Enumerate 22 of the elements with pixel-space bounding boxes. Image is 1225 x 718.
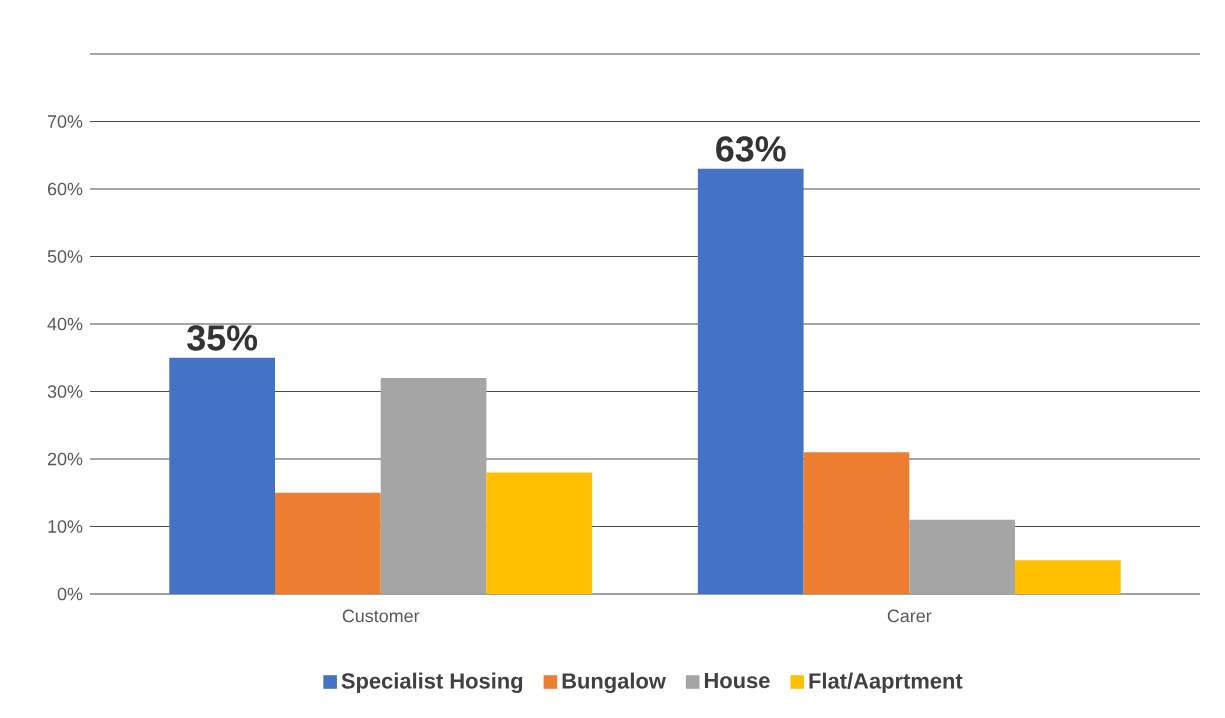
y-tick-label: 50%: [47, 250, 83, 263]
y-tick-label: 60%: [47, 182, 83, 196]
y-tick-label: 20%: [47, 452, 83, 466]
data-label: 63%: [716, 136, 786, 162]
y-tick-label: 0%: [57, 587, 83, 601]
y-tick-label: 40%: [47, 317, 83, 331]
y-tick-label: 70%: [47, 115, 83, 128]
bar: [1015, 560, 1121, 594]
legend-label: Flat/Aaprtment: [809, 672, 963, 693]
y-tick-label: 30%: [47, 385, 83, 398]
x-tick-label: Customer: [342, 609, 420, 623]
legend-label: House: [704, 672, 770, 689]
bar: [803, 452, 910, 594]
legend-label: Bungalow: [562, 672, 666, 694]
data-label: 35%: [187, 325, 258, 351]
bar: [486, 472, 593, 594]
legend-label: Specialist Hosing: [341, 672, 523, 694]
bar: [275, 492, 381, 594]
bar: [169, 357, 275, 594]
y-tick-label: 10%: [48, 520, 83, 533]
x-tick-label: Carer: [887, 609, 932, 623]
bar: [697, 168, 804, 594]
